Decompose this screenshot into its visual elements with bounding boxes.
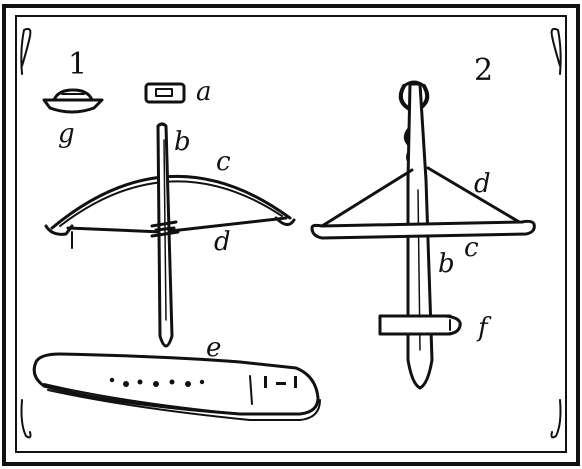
frame [2, 4, 580, 466]
bowstring [66, 216, 288, 234]
figure-number-2: 2 [474, 53, 493, 88]
label-b: b [438, 249, 455, 279]
label-e: e [206, 333, 221, 363]
label-d: d [214, 227, 231, 257]
crossbar [310, 219, 536, 240]
figure-number-1: 1 [68, 47, 87, 82]
label-d: d [474, 169, 491, 199]
part-e [32, 352, 321, 421]
part-g [42, 88, 104, 114]
corner-scroll-tr [550, 27, 562, 75]
corner-scroll-br [550, 399, 562, 439]
label-c: c [464, 233, 479, 263]
holes [109, 376, 297, 388]
figure-2: 2 d c b f [310, 53, 536, 390]
binding [150, 220, 180, 238]
corner-scroll-bl [20, 399, 32, 439]
figure-1: 1 a g b c d e [32, 47, 321, 421]
corner-scroll-tl [20, 27, 32, 75]
inner-border [15, 15, 567, 453]
cord-right [426, 166, 528, 228]
outer-border [2, 4, 580, 466]
label-a: a [196, 77, 212, 107]
label-f: f [476, 313, 492, 343]
label-g: g [58, 119, 75, 149]
bow [50, 174, 292, 230]
part-a [144, 82, 186, 104]
cord-left [320, 168, 414, 228]
handle [378, 314, 462, 336]
label-c: c [216, 147, 231, 177]
label-b: b [174, 127, 191, 157]
